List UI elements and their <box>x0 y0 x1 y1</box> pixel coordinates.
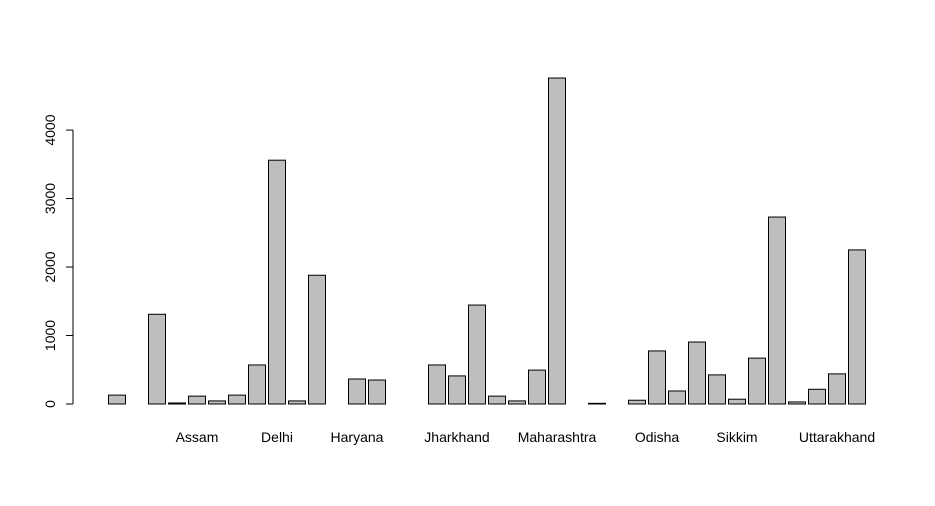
x-tick-label: Maharashtra <box>518 429 597 445</box>
bar <box>288 400 306 405</box>
bar <box>748 357 766 405</box>
bar <box>628 399 646 405</box>
y-tick-label: 0 <box>42 400 58 408</box>
bar <box>808 388 826 405</box>
bar <box>208 400 226 405</box>
bar <box>308 274 326 405</box>
x-tick-label: Haryana <box>331 429 384 445</box>
bar <box>788 401 806 405</box>
bar <box>588 402 606 405</box>
bar <box>548 77 566 405</box>
bar <box>348 378 366 405</box>
x-tick-label: Uttarakhand <box>799 429 875 445</box>
bar <box>848 249 866 405</box>
bar <box>528 369 546 405</box>
bar <box>428 364 446 405</box>
bar <box>368 379 386 405</box>
x-tick-label: Odisha <box>635 429 680 445</box>
x-tick-label: Assam <box>176 429 219 445</box>
y-tick-label: 4000 <box>42 114 58 145</box>
bar <box>728 398 746 405</box>
x-tick-label: Sikkim <box>716 429 757 445</box>
y-tick-label: 3000 <box>42 183 58 214</box>
bar <box>768 216 786 405</box>
bar <box>708 374 726 405</box>
bar <box>508 400 526 405</box>
bar <box>168 402 186 405</box>
bar <box>268 159 286 405</box>
y-tick-label: 1000 <box>42 320 58 351</box>
bar <box>448 375 466 405</box>
x-tick-label: Delhi <box>261 429 293 445</box>
bar <box>108 394 126 405</box>
bar <box>148 313 166 405</box>
bar <box>668 390 686 405</box>
x-tick-label: Jharkhand <box>424 429 489 445</box>
bar <box>648 350 666 405</box>
bar <box>688 341 706 405</box>
bar <box>468 304 486 405</box>
bar <box>828 373 846 405</box>
bar <box>188 395 206 405</box>
bar <box>488 395 506 405</box>
y-tick-label: 2000 <box>42 251 58 282</box>
bar <box>228 394 246 405</box>
bar <box>248 364 266 405</box>
